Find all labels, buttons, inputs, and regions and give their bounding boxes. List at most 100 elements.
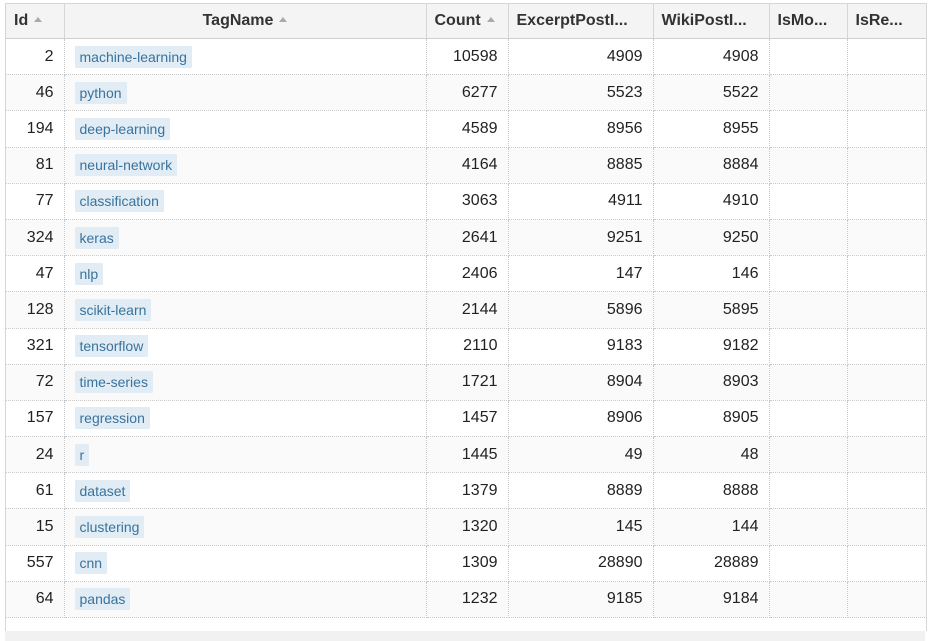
cell-ismoderatoronly xyxy=(769,219,848,257)
cell-excerptpostid: 8956 xyxy=(508,110,654,148)
cell-id: 128 xyxy=(6,291,65,329)
cell-wikipostid: 48 xyxy=(653,436,770,474)
cell-ismoderatoronly xyxy=(769,291,848,329)
tag-chip[interactable]: nlp xyxy=(74,262,104,285)
tag-chip[interactable]: classification xyxy=(74,190,164,213)
table-row: 64 pandas 1232 9185 9184 xyxy=(6,581,926,619)
cell-count: 1445 xyxy=(426,436,509,474)
column-header-excerptpostid[interactable]: ExcerptPostI... xyxy=(508,3,654,39)
cell-tagname: regression xyxy=(64,400,427,438)
cell-ismoderatoronly xyxy=(769,255,848,293)
cell-wikipostid: 8955 xyxy=(653,110,770,148)
cell-isrequired xyxy=(847,472,926,510)
cell-wikipostid: 28889 xyxy=(653,545,770,582)
table-row: 557 cnn 1309 28890 28889 xyxy=(6,545,926,582)
tag-chip[interactable]: neural-network xyxy=(74,154,178,177)
cell-isrequired xyxy=(847,38,926,76)
column-header-tagname[interactable]: TagName xyxy=(64,3,427,39)
cell-ismoderatoronly xyxy=(769,110,848,148)
tag-chip[interactable]: regression xyxy=(74,407,150,430)
table-row: 47 nlp 2406 147 146 xyxy=(6,255,926,293)
tag-chip[interactable]: tensorflow xyxy=(74,335,149,358)
cell-isrequired xyxy=(847,364,926,401)
cell-id: 321 xyxy=(6,328,65,365)
cell-id: 194 xyxy=(6,110,65,148)
cell-tagname: pandas xyxy=(64,581,427,619)
cell-id: 15 xyxy=(6,508,65,546)
column-header-ismoderatoronly[interactable]: IsMo... xyxy=(769,3,848,39)
tag-chip[interactable]: clustering xyxy=(74,516,145,539)
cell-tagname: neural-network xyxy=(64,147,427,184)
cell-tagname: dataset xyxy=(64,472,427,510)
cell-tagname: clustering xyxy=(64,508,427,546)
results-table: Id TagName Count ExcerptPostI... WikiPos… xyxy=(6,3,926,619)
column-header-label: TagName xyxy=(202,12,274,29)
cell-ismoderatoronly xyxy=(769,147,848,184)
cell-tagname: scikit-learn xyxy=(64,291,427,329)
table-body: 2 machine-learning 10598 4909 4908 46 python 62… xyxy=(6,38,926,619)
cell-wikipostid: 5895 xyxy=(653,291,770,329)
tag-chip[interactable]: dataset xyxy=(74,479,131,502)
cell-tagname: tensorflow xyxy=(64,328,427,365)
cell-excerptpostid: 8906 xyxy=(508,400,654,438)
cell-id: 557 xyxy=(6,545,65,582)
cell-count: 1232 xyxy=(426,581,509,619)
cell-isrequired xyxy=(847,581,926,619)
cell-ismoderatoronly xyxy=(769,581,848,619)
cell-id: 24 xyxy=(6,436,65,474)
cell-wikipostid: 9250 xyxy=(653,219,770,257)
cell-id: 64 xyxy=(6,581,65,619)
column-header-id[interactable]: Id xyxy=(6,3,65,39)
tag-chip[interactable]: scikit-learn xyxy=(74,298,152,321)
table-row: 24 r 1445 49 48 xyxy=(6,436,926,474)
cell-id: 61 xyxy=(6,472,65,510)
cell-count: 4589 xyxy=(426,110,509,148)
cell-excerptpostid: 147 xyxy=(508,255,654,293)
tag-chip[interactable]: keras xyxy=(74,226,119,249)
cell-ismoderatoronly xyxy=(769,545,848,582)
cell-id: 81 xyxy=(6,147,65,184)
tag-chip[interactable]: deep-learning xyxy=(74,117,171,140)
cell-count: 2406 xyxy=(426,255,509,293)
cell-ismoderatoronly xyxy=(769,436,848,474)
table-row: 194 deep-learning 4589 8956 8955 xyxy=(6,110,926,148)
cell-count: 1320 xyxy=(426,508,509,546)
cell-isrequired xyxy=(847,74,926,112)
sort-asc-icon xyxy=(279,17,288,22)
column-header-isrequired[interactable]: IsRe... xyxy=(847,3,926,39)
horizontal-scrollbar[interactable] xyxy=(5,631,925,641)
cell-id: 77 xyxy=(6,183,65,220)
cell-excerptpostid: 9185 xyxy=(508,581,654,619)
cell-excerptpostid: 5523 xyxy=(508,74,654,112)
table-row: 46 python 6277 5523 5522 xyxy=(6,74,926,112)
tag-chip[interactable]: cnn xyxy=(74,552,108,575)
column-header-wikipostid[interactable]: WikiPostI... xyxy=(653,3,770,39)
tag-chip[interactable]: python xyxy=(74,81,127,104)
cell-tagname: python xyxy=(64,74,427,112)
cell-isrequired xyxy=(847,436,926,474)
cell-isrequired xyxy=(847,110,926,148)
cell-wikipostid: 9182 xyxy=(653,328,770,365)
results-grid: Id TagName Count ExcerptPostI... WikiPos… xyxy=(5,3,927,631)
cell-count: 2110 xyxy=(426,328,509,365)
tag-chip[interactable]: r xyxy=(74,443,90,466)
tag-chip[interactable]: pandas xyxy=(74,588,131,611)
tag-chip[interactable]: time-series xyxy=(74,371,153,394)
cell-excerptpostid: 28890 xyxy=(508,545,654,582)
cell-excerptpostid: 9183 xyxy=(508,328,654,365)
cell-wikipostid: 4908 xyxy=(653,38,770,76)
cell-excerptpostid: 9251 xyxy=(508,219,654,257)
column-header-count[interactable]: Count xyxy=(426,3,509,39)
cell-count: 1309 xyxy=(426,545,509,582)
cell-isrequired xyxy=(847,255,926,293)
cell-count: 1379 xyxy=(426,472,509,510)
cell-ismoderatoronly xyxy=(769,38,848,76)
table-row: 157 regression 1457 8906 8905 xyxy=(6,400,926,438)
sort-asc-icon xyxy=(34,17,43,22)
cell-ismoderatoronly xyxy=(769,400,848,438)
tag-chip[interactable]: machine-learning xyxy=(74,45,192,68)
cell-tagname: machine-learning xyxy=(64,38,427,76)
header-row: Id TagName Count ExcerptPostI... WikiPos… xyxy=(6,3,926,39)
cell-ismoderatoronly xyxy=(769,74,848,112)
sort-asc-icon xyxy=(486,17,495,22)
